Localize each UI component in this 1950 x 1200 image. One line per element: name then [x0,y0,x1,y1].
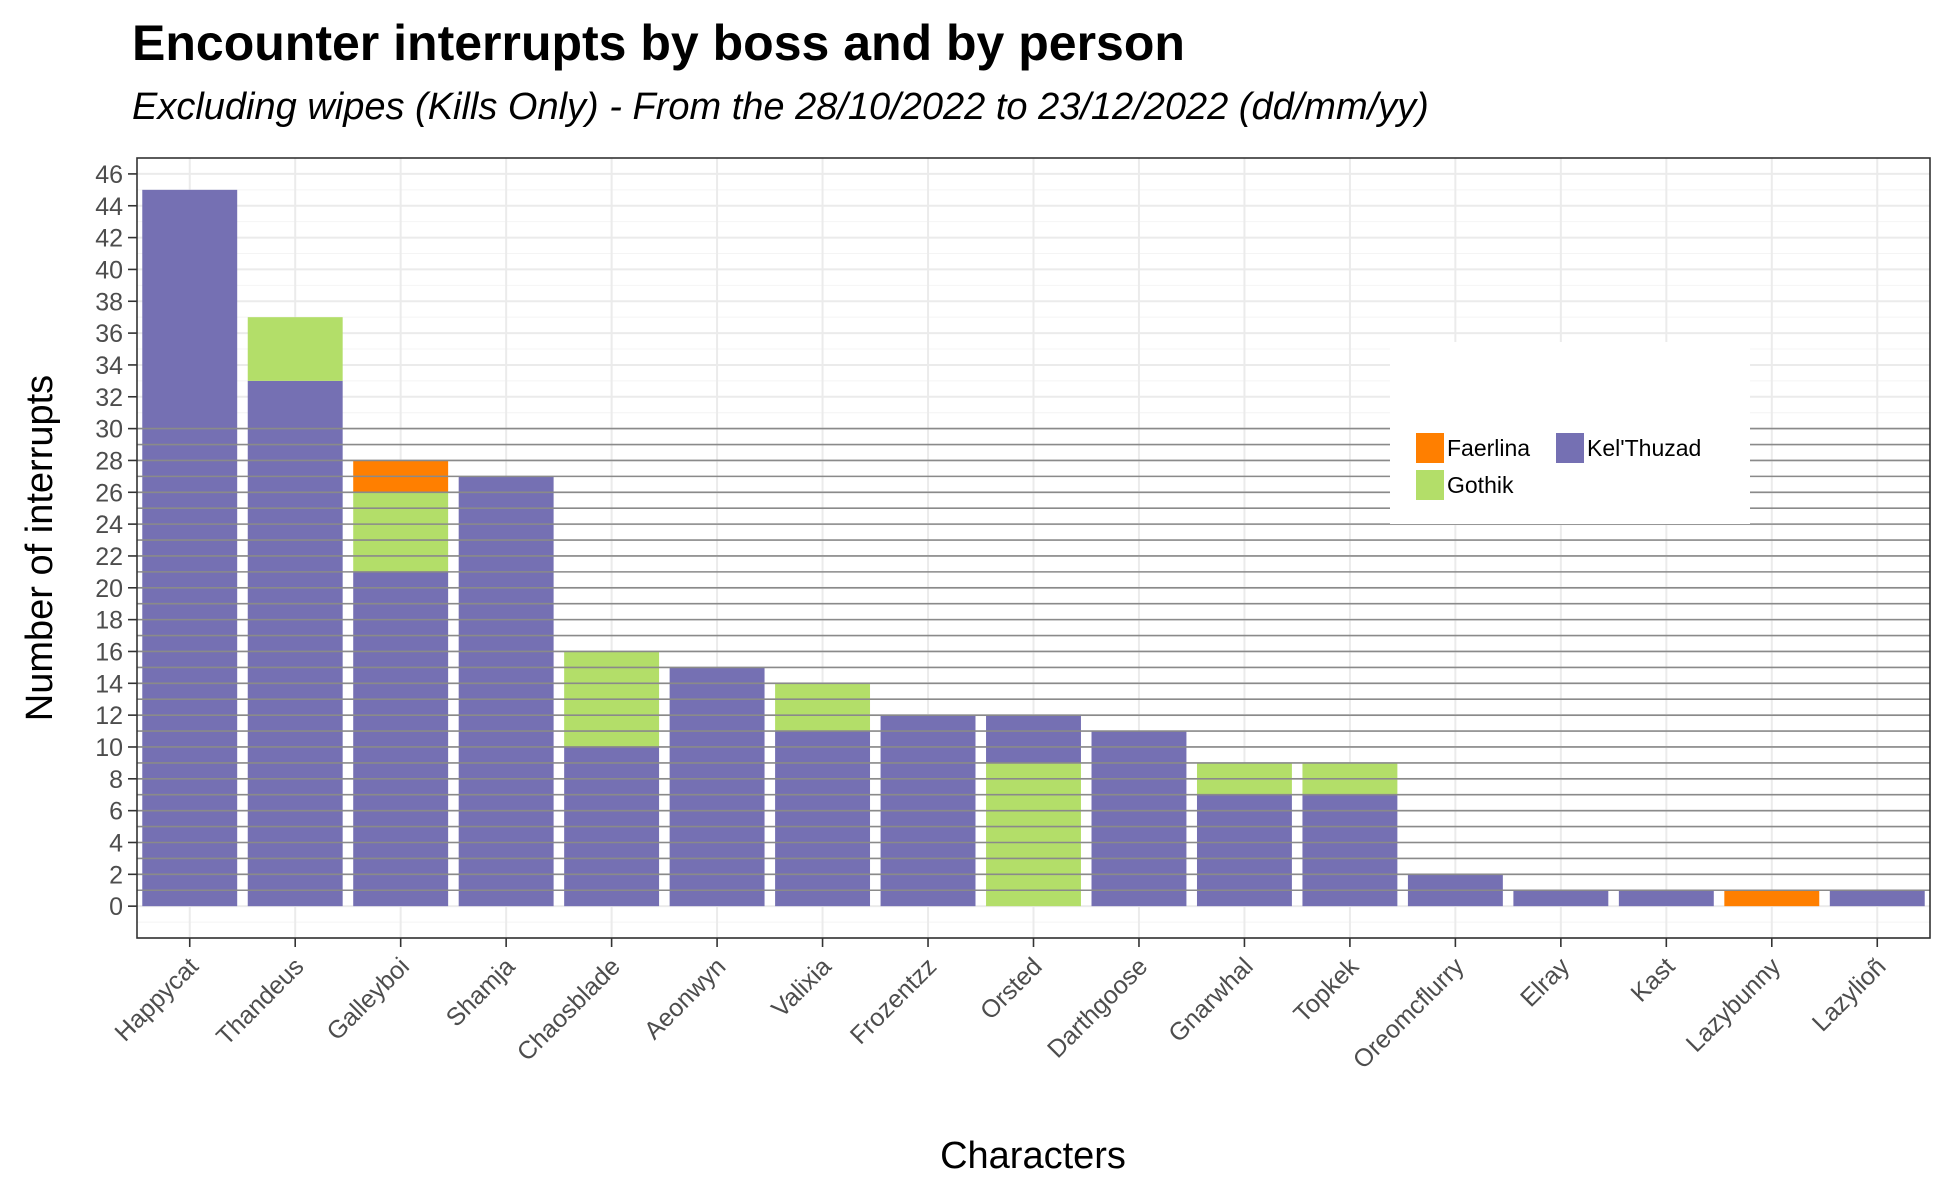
y-tick-label: 16 [95,638,123,666]
chart-subtitle: Excluding wipes (Kills Only) - From the … [132,86,1429,128]
bar-valixia-gothik [775,683,871,732]
x-tick-label-orsted: Orsted [975,952,1048,1025]
y-tick-label: 8 [109,766,123,794]
x-tick-label-aeonwyn: Aeonwyn [639,952,732,1045]
legend-swatch-gothik [1416,470,1444,500]
y-tick-label: 2 [109,861,123,889]
y-tick-label: 36 [95,320,123,348]
y-tick-label: 0 [109,893,123,921]
y-tick-label: 34 [95,352,123,380]
bar-thandeus-gothik [247,317,343,381]
chart-title: Encounter interrupts by boss and by pers… [132,15,1185,71]
x-tick-label-chaosblade: Chaosblade [512,952,626,1066]
x-tick-label-darthgoose: Darthgoose [1042,952,1153,1063]
y-tick-label: 12 [95,702,123,730]
y-tick-label: 10 [95,734,123,762]
bar-lazybunny-faerlina [1724,890,1820,907]
y-tick-label: 4 [109,829,123,857]
legend: Faerlina Kel'Thuzad Gothik [1390,342,1750,524]
x-axis: Happycat Thandeus Galleyboi ShamjaChaosblad… [109,938,1892,1074]
y-tick-label: 32 [95,384,123,412]
bar-topkek-kel-thuzad [1302,794,1398,907]
legend-label-faerlina: Faerlina [1447,435,1530,461]
y-tick-label: 46 [95,161,123,189]
bar-elray-kel-thuzad [1513,890,1609,907]
x-tick-label-lazybunny: Lazybunny [1681,952,1787,1058]
bar-thandeus-kel-thuzad [247,380,343,907]
bar-orsted-kel-thuzad [986,715,1081,763]
x-tick-label-topkek: Topkek [1288,952,1364,1028]
bar-aeonwyn-kel-thuzad [669,667,765,907]
bar-valixia-kel-thuzad [775,731,871,907]
y-axis: 0246810121416182022242628303234363840424… [95,161,137,921]
bar-darthgoose-kel-thuzad [1091,731,1187,907]
bar-lazylion-kel-thuzad [1829,890,1925,907]
y-tick-label: 38 [95,288,123,316]
bars [137,189,1930,907]
y-tick-label: 6 [109,798,123,826]
x-tick-label-thandeus: Thandeus [211,952,309,1050]
x-tick-label-valixia: Valixia [766,952,837,1023]
bar-galleyboi-kel-thuzad [353,571,449,907]
y-tick-label: 20 [95,575,123,603]
y-tick-label: 42 [95,225,123,253]
x-tick-label-happycat: Happycat [109,952,204,1047]
x-tick-label-elray: Elray [1515,952,1575,1012]
y-tick-label: 40 [95,256,123,284]
y-tick-label: 26 [95,479,123,507]
x-tick-label-galleyboi: Galleyboi [321,952,415,1046]
legend-swatch-kel-thuzad [1556,433,1584,463]
y-tick-label: 22 [95,543,123,571]
bar-happycat-kel-thuzad [142,189,238,907]
x-tick-label-shamja: Shamja [441,952,521,1032]
x-tick-label-kast: Kast [1625,952,1680,1007]
y-tick-label: 14 [95,670,123,698]
bar-shamja-kel-thuzad [458,476,554,907]
legend-label-kel-thuzad: Kel'Thuzad [1587,435,1701,461]
y-tick-label: 44 [95,193,123,221]
y-tick-label: 18 [95,607,123,635]
y-tick-label: 28 [95,447,123,475]
y-axis-title: Number of interrupts [19,375,61,721]
x-tick-label-oreomcflurry: Oreomcflurry [1348,952,1470,1074]
legend-label-gothik: Gothik [1447,472,1514,498]
x-tick-label-frozentzz: Frozentzz [845,952,942,1049]
legend-swatch-faerlina [1416,433,1444,463]
bar-orsted-gothik [986,762,1081,907]
x-tick-label-gnarwhal: Gnarwhal [1163,952,1258,1047]
bar-gnarwhal-kel-thuzad [1196,794,1292,907]
y-tick-label: 30 [95,416,123,444]
bar-kast-kel-thuzad [1618,890,1714,907]
bar-galleyboi-gothik [353,492,449,572]
y-tick-label: 24 [95,511,123,539]
x-tick-label-lazylion: Lazylioñ [1807,952,1892,1037]
x-axis-title: Characters [940,1135,1126,1177]
